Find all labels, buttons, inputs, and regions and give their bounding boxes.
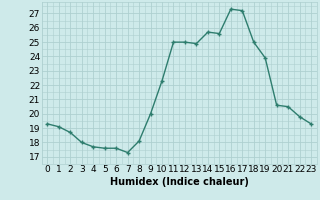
X-axis label: Humidex (Indice chaleur): Humidex (Indice chaleur) [110,177,249,187]
